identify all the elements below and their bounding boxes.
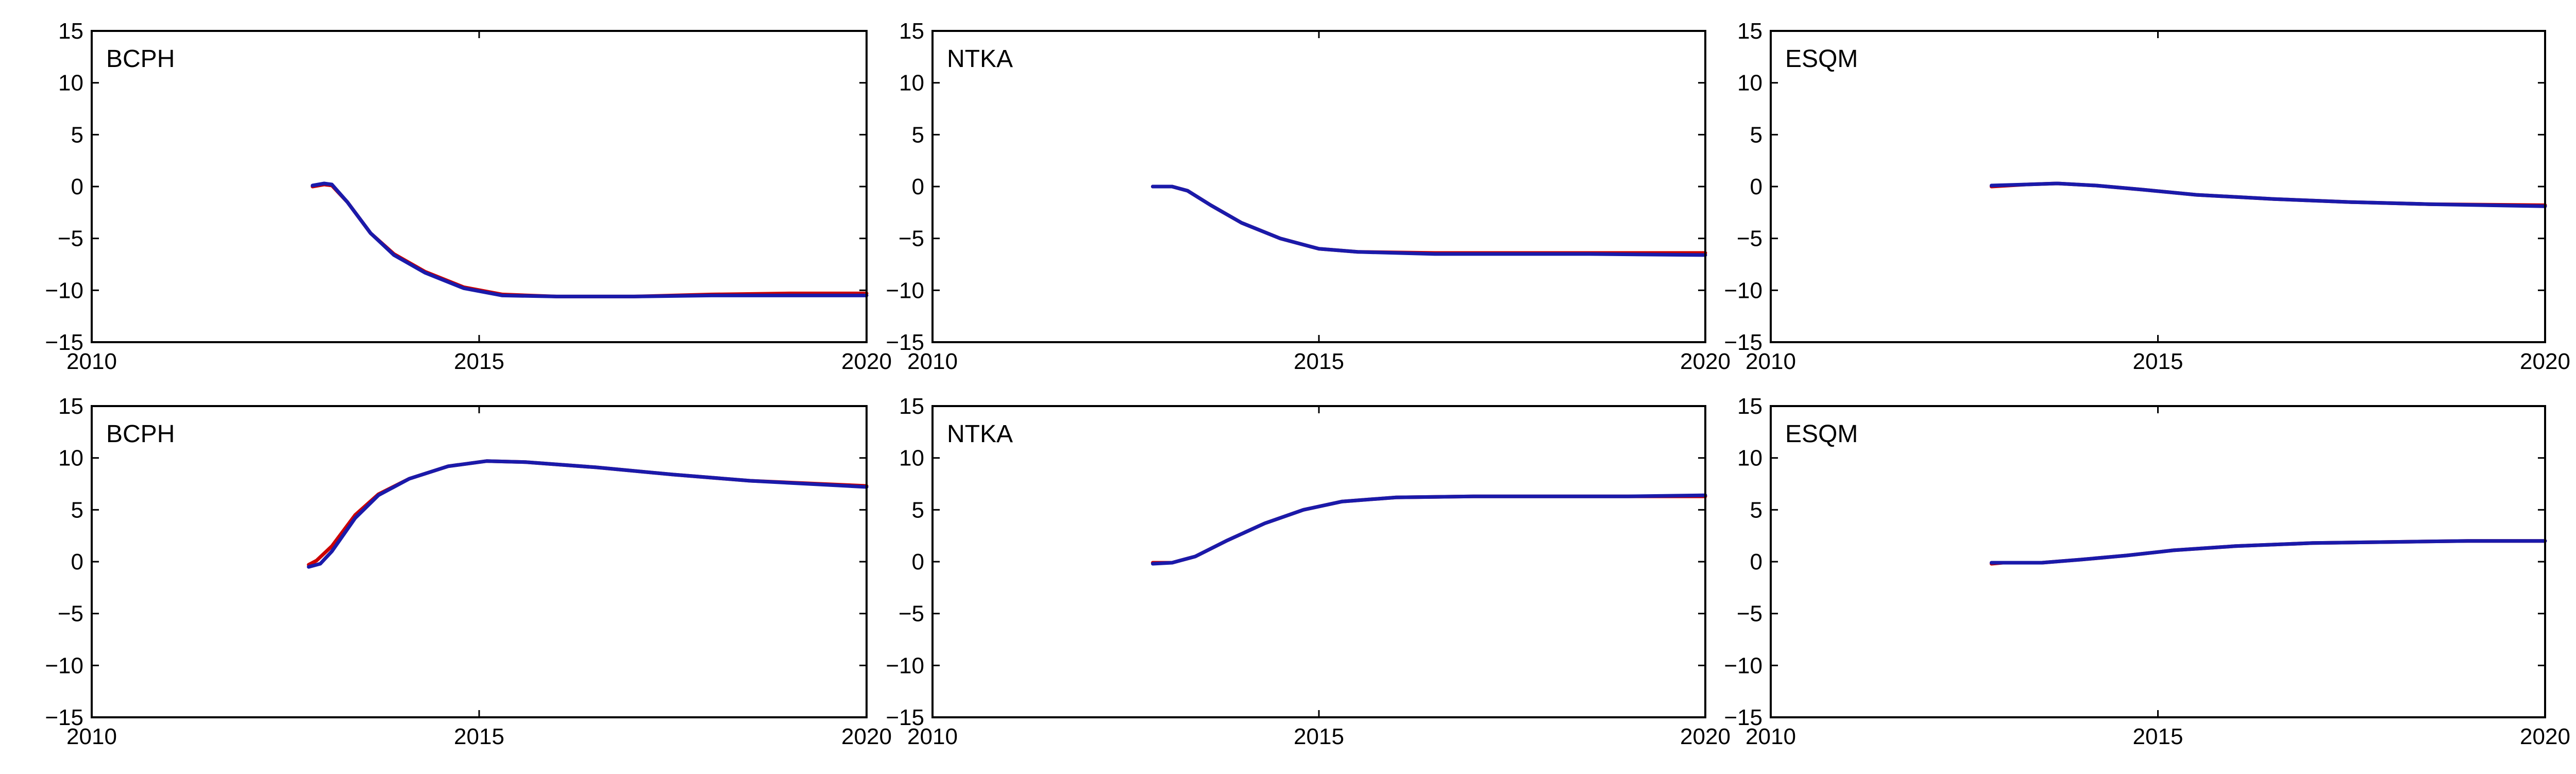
- panel-label: NTKA: [947, 45, 1013, 73]
- y-tick-label: 0: [71, 174, 83, 199]
- y-tick-label: 5: [71, 497, 83, 523]
- y-tick-label: 5: [1750, 122, 1762, 147]
- y-tick-label: −5: [58, 226, 83, 251]
- y-tick-label: 5: [71, 122, 83, 147]
- y-tick-label: −15: [45, 705, 83, 730]
- y-tick-label: 10: [899, 446, 924, 471]
- x-tick-label: 2010: [1745, 349, 1796, 374]
- series-red-line: [1151, 494, 1707, 565]
- y-tick-label: 0: [912, 549, 924, 575]
- y-tick-label: −5: [899, 226, 924, 251]
- plot-frame: [91, 30, 868, 343]
- panel-label: ESQM: [1785, 420, 1858, 448]
- x-tick-label: 2020: [841, 349, 892, 374]
- plot-frame: [1770, 30, 2546, 343]
- plot-frame: [91, 405, 868, 718]
- y-tick-label: 15: [1737, 394, 1762, 419]
- series-blue-line: [1151, 493, 1707, 566]
- series-red-line: [307, 459, 869, 567]
- series-blue-line: [311, 181, 869, 298]
- y-tick-label: −10: [45, 278, 83, 303]
- y-tick-label: −10: [1724, 278, 1762, 303]
- panel-6: −15 −10 −5 0 5 10 15 2010 2015 2020 ESQM: [1724, 394, 2570, 749]
- x-tick-label: 2010: [1745, 724, 1796, 749]
- series-blue-line: [1989, 539, 2547, 565]
- plot-frame: [931, 405, 1706, 718]
- y-tick-label: 10: [899, 71, 924, 96]
- panel-label: BCPH: [106, 45, 175, 73]
- x-tick-label: 2015: [1294, 349, 1344, 374]
- y-tick-label: 15: [899, 394, 924, 419]
- y-tick-label: −5: [1737, 601, 1762, 627]
- y-tick-label: 0: [1750, 174, 1762, 199]
- y-tick-label: −15: [886, 705, 924, 730]
- plot-frame: [931, 30, 1706, 343]
- panel-label: BCPH: [106, 420, 175, 448]
- y-tick-label: −15: [45, 330, 83, 355]
- y-tick-label: 5: [912, 497, 924, 523]
- panel-label: ESQM: [1785, 45, 1858, 73]
- panel-label: NTKA: [947, 420, 1013, 448]
- x-tick-label: 2020: [1680, 349, 1731, 374]
- y-tick-label: 15: [1737, 19, 1762, 44]
- y-tick-label: −15: [1724, 330, 1762, 355]
- y-tick-label: −10: [886, 653, 924, 678]
- y-tick-label: −10: [1724, 653, 1762, 678]
- y-tick-label: −5: [1737, 226, 1762, 251]
- y-tick-label: −15: [886, 330, 924, 355]
- x-tick-label: 2015: [454, 724, 504, 749]
- x-tick-label: 2010: [66, 724, 117, 749]
- panel-5: −15 −10 −5 0 5 10 15 2010 2015 2020 NTKA: [886, 394, 1731, 749]
- y-tick-label: −5: [899, 601, 924, 627]
- x-tick-label: 2015: [2133, 724, 2183, 749]
- y-tick-label: −10: [886, 278, 924, 303]
- y-tick-label: −15: [1724, 705, 1762, 730]
- x-tick-label: 2010: [66, 349, 117, 374]
- series-blue-line: [307, 459, 869, 569]
- x-tick-label: 2015: [2133, 349, 2183, 374]
- y-tick-label: 15: [899, 19, 924, 44]
- y-tick-label: −5: [58, 601, 83, 627]
- plot-frame: [1770, 405, 2546, 718]
- x-tick-label: 2020: [1680, 724, 1731, 749]
- series-red-line: [1989, 181, 2547, 207]
- y-tick-label: 15: [58, 394, 83, 419]
- y-tick-label: 0: [1750, 549, 1762, 575]
- x-tick-label: 2015: [454, 349, 504, 374]
- y-tick-label: 0: [71, 549, 83, 575]
- x-tick-label: 2010: [907, 724, 958, 749]
- series-blue-line: [1989, 181, 2547, 208]
- panel-3: −15 −10 −5 0 5 10 15 2010 2015 2020 ESQM: [1724, 19, 2570, 374]
- x-tick-label: 2020: [2520, 349, 2570, 374]
- y-tick-label: 0: [912, 174, 924, 199]
- y-tick-label: 15: [58, 19, 83, 44]
- x-tick-label: 2010: [907, 349, 958, 374]
- y-tick-label: 10: [1737, 446, 1762, 471]
- y-tick-label: 5: [1750, 497, 1762, 523]
- y-tick-label: 10: [1737, 71, 1762, 96]
- series-red-line: [311, 182, 869, 298]
- y-tick-label: 5: [912, 122, 924, 147]
- y-tick-label: 10: [58, 71, 83, 96]
- x-tick-label: 2020: [841, 724, 892, 749]
- panel-4: −15 −10 −5 0 5 10 15 2010 2015 2020 BCPH: [45, 394, 892, 749]
- panel-1: −15 −10 −5 0 5 10 15 2010 2015 2020 BCPH: [45, 19, 892, 374]
- x-tick-label: 2015: [1294, 724, 1344, 749]
- x-tick-label: 2020: [2520, 724, 2570, 749]
- series-blue-line: [1151, 184, 1707, 257]
- y-tick-label: 10: [58, 446, 83, 471]
- panel-2: −15 −10 −5 0 5 10 15 2010 2015 2020 NTKA: [886, 19, 1731, 374]
- y-tick-label: −10: [45, 653, 83, 678]
